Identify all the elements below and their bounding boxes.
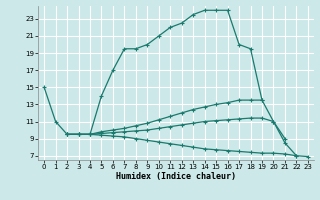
X-axis label: Humidex (Indice chaleur): Humidex (Indice chaleur) — [116, 172, 236, 181]
